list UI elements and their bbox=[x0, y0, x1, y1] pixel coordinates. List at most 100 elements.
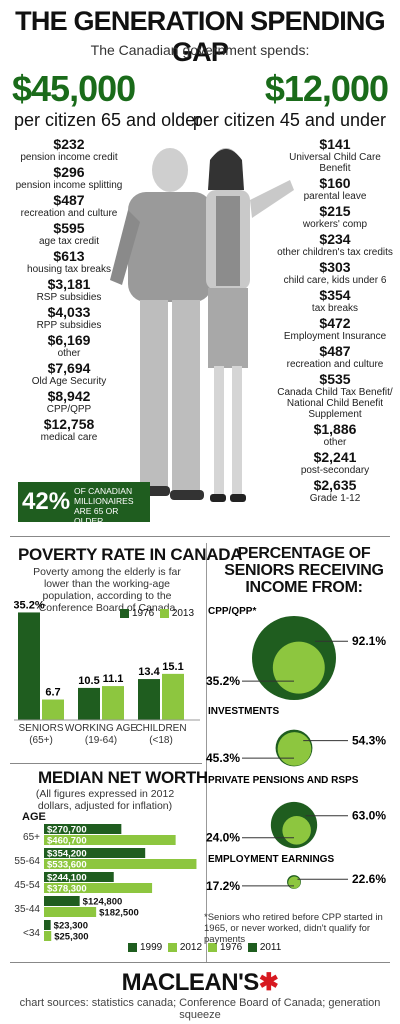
category-label: SENIORS bbox=[18, 723, 63, 734]
bar-2012-0 bbox=[44, 835, 176, 845]
legend-swatch-1976 bbox=[208, 942, 217, 952]
bar-1999-2 bbox=[44, 872, 114, 882]
divider-vertical bbox=[206, 543, 207, 963]
category-label: WORKING AGE bbox=[65, 723, 138, 734]
bar-label: $270,700 bbox=[47, 825, 87, 836]
list-item: $303 child care, kids under 6 bbox=[283, 259, 387, 287]
legend-swatch-1976 bbox=[120, 608, 129, 618]
value-1976: 17.2% bbox=[206, 879, 240, 893]
list-item: $12,758 medical care bbox=[40, 416, 98, 444]
bar-label: 11.1 bbox=[103, 673, 124, 685]
age-label: 45-54 bbox=[14, 880, 40, 891]
bar-1999-0 bbox=[44, 824, 122, 834]
list-item: $6,169 other bbox=[47, 332, 91, 360]
list-item: $595 age tax credit bbox=[38, 220, 100, 248]
bar-2013-2 bbox=[162, 673, 184, 720]
seniors-per: per citizen 65 and older bbox=[14, 110, 202, 130]
bar-1976-0 bbox=[18, 612, 40, 720]
legend-1999: 1999 bbox=[140, 942, 163, 953]
poverty-legend: 1976 2013 bbox=[120, 608, 194, 619]
bar-label: 10.5 bbox=[78, 675, 99, 687]
value-2011: 22.6% bbox=[352, 872, 386, 886]
seniors-spending-list: $232 pension income credit $296 pension in… bbox=[4, 137, 134, 445]
page-title: THE GENERATION SPENDING GAP bbox=[15, 6, 385, 67]
list-item: $8,942 CPP/QPP bbox=[46, 388, 92, 416]
young-spending-list: $141 Universal Child Care Benefit $160 par… bbox=[274, 137, 396, 506]
divider bbox=[10, 962, 390, 963]
legend-1976: 1976 bbox=[220, 942, 243, 953]
bubble-1976-0 bbox=[272, 641, 325, 694]
bar-1999-1 bbox=[44, 848, 146, 858]
chart-sources: chart sources: statistics canada; Confer… bbox=[19, 997, 381, 1021]
networth-chart: 65+ $270,700$460,700 55-64 $354,200$533,600… bbox=[14, 824, 197, 943]
legend-swatch-1999 bbox=[128, 942, 137, 952]
list-item: $3,181 RSP subsidies bbox=[36, 276, 102, 304]
income-category-title: PRIVATE PENSIONS AND RSPS bbox=[208, 775, 359, 786]
income-chart: CPP/QPP* 92.1% 35.2% INVESTMENTS 54.3% 45.3% P… bbox=[206, 606, 386, 893]
bar-label: $182,500 bbox=[99, 908, 139, 919]
seniors-amount: $45,000 bbox=[12, 68, 136, 109]
category-label: (65+) bbox=[29, 735, 53, 746]
list-item: $296 pension income splitting bbox=[15, 164, 123, 192]
divider bbox=[10, 536, 390, 537]
bar-2012-1 bbox=[44, 859, 197, 869]
category-label: CHILDREN bbox=[135, 723, 186, 734]
bar-label: $25,300 bbox=[54, 932, 88, 943]
bar-2013-1 bbox=[102, 686, 124, 720]
young-amount: $12,000 bbox=[264, 68, 389, 109]
bar-label: 15.1 bbox=[162, 661, 183, 673]
bar-label: $460,700 bbox=[47, 836, 87, 847]
value-2011: 54.3% bbox=[352, 734, 386, 748]
legend-swatch-2012 bbox=[167, 942, 177, 952]
value-1976: 35.2% bbox=[206, 674, 240, 688]
bar-label: 6.7 bbox=[45, 687, 60, 699]
bar-label: $378,300 bbox=[47, 884, 87, 895]
bar-label: $244,100 bbox=[47, 873, 87, 884]
bar-label: 35.2% bbox=[14, 599, 45, 611]
networth-subtitle: (All figures expressed in 2012 dollars, … bbox=[35, 788, 175, 812]
networth-title: MEDIAN NET WORTH bbox=[38, 768, 208, 787]
income-title: PERCENTAGE OF SENIORS RECEIVING INCOME F… bbox=[224, 545, 384, 596]
bubble-1976-3 bbox=[288, 876, 301, 889]
list-item: $215 workers' comp bbox=[302, 203, 368, 231]
list-item: $141 Universal Child Care Benefit bbox=[289, 136, 381, 175]
income-footnote: *Seniors who retired before CPP started … bbox=[204, 912, 383, 945]
page-subtitle: The Canadian government spends: bbox=[90, 42, 310, 58]
category-label: (19-64) bbox=[85, 735, 117, 746]
young-woman-figure bbox=[206, 148, 294, 502]
list-item: $4,033 RPP subsidies bbox=[36, 304, 102, 332]
legend-1976: 1976 bbox=[132, 608, 155, 619]
list-item: $535 Canada Child Tax Benefit/ National C… bbox=[277, 371, 393, 421]
bar-1976-1 bbox=[78, 687, 100, 720]
list-item: $2,635 Grade 1-12 bbox=[309, 477, 361, 505]
bar-2012-2 bbox=[44, 883, 153, 893]
list-item: $7,694 Old Age Security bbox=[31, 360, 107, 388]
poverty-subtitle: Poverty among the elderly is far lower t… bbox=[33, 566, 181, 614]
bar-1999-3 bbox=[44, 896, 80, 906]
bar-1999-4 bbox=[44, 920, 51, 930]
category-label: (<18) bbox=[149, 735, 173, 746]
income-category-title: EMPLOYMENT EARNINGS bbox=[208, 854, 334, 865]
list-item: $487 recreation and culture bbox=[286, 343, 384, 371]
list-item: $234 other children's tax credits bbox=[277, 231, 393, 259]
list-item: $487 recreation and culture bbox=[20, 192, 118, 220]
legend-2013: 2013 bbox=[171, 608, 195, 619]
legend-2011: 2011 bbox=[259, 942, 282, 953]
income-category-title: INVESTMENTS bbox=[208, 706, 279, 717]
bar-label: $124,800 bbox=[83, 897, 123, 908]
age-label: 55-64 bbox=[14, 856, 40, 867]
value-1976: 45.3% bbox=[206, 751, 240, 765]
macleans-logo: MACLEAN'S✱ bbox=[0, 968, 400, 997]
legend-swatch-2011 bbox=[247, 942, 257, 952]
bar-label: 13.4 bbox=[138, 666, 160, 678]
bar-label: $23,300 bbox=[54, 921, 88, 932]
maple-leaf-icon: ✱ bbox=[258, 969, 279, 996]
value-1976: 24.0% bbox=[206, 831, 240, 845]
list-item: $613 housing tax breaks bbox=[27, 248, 111, 276]
value-2011: 63.0% bbox=[352, 809, 386, 823]
age-label: 35-44 bbox=[14, 904, 40, 915]
bar-label: $533,600 bbox=[47, 860, 87, 871]
millionaires-text: OF CANADIAN MILLIONAIRES ARE 65 OR OLDER bbox=[74, 486, 134, 526]
divider bbox=[10, 763, 202, 764]
